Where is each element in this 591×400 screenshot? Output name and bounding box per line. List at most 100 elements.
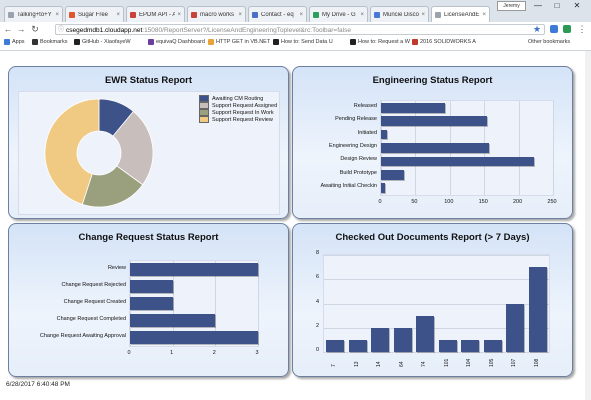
column-bar [393, 327, 412, 352]
bookmark-item[interactable]: HTTP GET in VB.NET [208, 39, 270, 45]
bookmark-icon [148, 39, 154, 45]
bookmark-label: How to: Request a W [358, 39, 410, 45]
close-icon[interactable]: ✕ [573, 1, 581, 10]
browser-tab[interactable]: EPDM API - A × [126, 6, 185, 22]
category-label: Initiated [357, 129, 377, 136]
bar [130, 297, 173, 310]
bookmark-icon [4, 39, 10, 45]
x-tick-label: 0 [127, 350, 131, 356]
category-label: Change Request Created [63, 298, 126, 305]
minimize-icon[interactable]: — [534, 1, 542, 10]
tab-close-icon[interactable]: × [238, 11, 242, 18]
x-tick-label: 1 [170, 350, 174, 356]
legend-label: Awaiting CM Routing [212, 95, 264, 102]
legend-label: Support Request Review [212, 116, 273, 123]
x-tick-label: 3 [255, 350, 259, 356]
column-bar [416, 315, 435, 352]
bookmark-icon [273, 39, 279, 45]
browser-tab[interactable]: Talking+to+Y × [4, 6, 63, 22]
legend-swatch [199, 109, 209, 116]
tab-close-icon[interactable]: × [482, 11, 486, 18]
browser-tab[interactable]: Sugar Free × [65, 6, 124, 22]
tab-label: EPDM API - A [139, 11, 176, 18]
page-scrollbar[interactable] [585, 51, 591, 400]
browser-tab[interactable]: Muncie Disco × [370, 6, 429, 22]
grid-line [215, 261, 217, 346]
y-tick-label: 6 [315, 274, 319, 281]
profile-button[interactable]: Jeremy [497, 1, 526, 11]
tab-favicon-icon [69, 11, 75, 18]
tab-label: LicenseAndE [444, 11, 480, 18]
extension-icon[interactable] [563, 25, 571, 33]
bar [381, 116, 487, 126]
browser-tab[interactable]: My Drive - G × [309, 6, 368, 22]
tab-close-icon[interactable]: × [116, 11, 120, 18]
x-tick-label: 0 [378, 199, 382, 205]
tab-close-icon[interactable]: × [421, 11, 425, 18]
bar [130, 314, 216, 327]
x-tick-label: 7 [331, 364, 338, 367]
tab-close-icon[interactable]: × [177, 11, 181, 18]
page-info-icon[interactable]: ⓘ [58, 27, 65, 33]
legend-entry: Support Request Review [199, 116, 277, 123]
bookmark-item[interactable]: equivaQ Dashboard [148, 39, 205, 45]
x-tick-label: 104 [466, 358, 473, 367]
x-tick-label: 50 [411, 199, 418, 205]
tab-close-icon[interactable]: × [360, 11, 364, 18]
bookmark-icon [208, 39, 214, 45]
url-field[interactable]: ⓘ csegedmdb1.cloudapp.net:15080/ReportSe… [55, 24, 545, 35]
forward-icon[interactable]: → [16, 24, 26, 34]
bookmark-star-icon[interactable]: ★ [533, 24, 542, 34]
tab-label: macro works [200, 11, 235, 18]
x-tick-label: 105 [488, 358, 495, 367]
menu-icon[interactable]: ⋮ [577, 24, 587, 34]
browser-tab[interactable]: LicenseAndE × [431, 6, 490, 22]
tab-close-icon[interactable]: × [299, 11, 303, 18]
bookmark-item[interactable]: Apps [4, 39, 25, 45]
grid-line [258, 261, 259, 346]
cr-panel: Change Request Status Report 0 1 2 3 Review C… [8, 223, 289, 377]
column-bar [483, 339, 502, 352]
category-label: Change Request Rejected [61, 281, 126, 288]
tab-favicon-icon [8, 11, 14, 18]
plot-area [323, 254, 550, 353]
grid-line [172, 261, 174, 346]
bookmark-item[interactable]: How to: Request a W [350, 39, 410, 45]
bookmark-icon [350, 39, 356, 45]
bookmark-item[interactable]: GitHub - XiaofayeW [74, 39, 131, 45]
co-panel: Checked Out Documents Report (> 7 Days) … [292, 223, 573, 377]
tab-favicon-icon [252, 11, 258, 18]
tab-favicon-icon [130, 11, 136, 18]
bookmark-icon [32, 39, 38, 45]
bookmark-item[interactable]: How to: Send Data U [273, 39, 333, 45]
x-tick-label: 2 [212, 350, 216, 356]
legend-entry: Support Request In Work [199, 109, 277, 116]
bar [130, 263, 258, 276]
other-bookmarks[interactable]: Other bookmarks [528, 39, 570, 45]
bar [381, 156, 535, 167]
x-tick-label: 200 [513, 199, 523, 205]
category-label: Change Request Completed [56, 315, 126, 322]
grid-line [324, 303, 549, 305]
maximize-icon[interactable]: □ [554, 1, 560, 10]
url-path: :15080/ReportServer?/LicenseAndEngineeri… [142, 27, 351, 34]
column-bar [506, 303, 525, 352]
back-icon[interactable]: ← [3, 24, 13, 34]
browser-tab[interactable]: Contact - eq × [248, 6, 307, 22]
legend-swatch [199, 116, 209, 123]
plot-area [380, 100, 554, 196]
column-bar [326, 339, 345, 352]
reload-icon[interactable]: ↻ [31, 24, 39, 34]
category-label: Pending Release [335, 116, 377, 123]
browser-tab[interactable]: macro works × [187, 6, 246, 22]
extension-icon[interactable] [550, 25, 558, 33]
category-label: Released [353, 102, 377, 109]
category-label: Change Request Awaiting Approval [39, 332, 126, 339]
bookmark-item[interactable]: 2016 SOLIDWORKS A [412, 39, 476, 45]
bookmark-item[interactable]: Bookmarks [32, 39, 68, 45]
tab-close-icon[interactable]: × [55, 11, 59, 18]
category-label: Build Prototype [339, 169, 377, 176]
column-bar [461, 339, 480, 352]
bookmark-label: Bookmarks [40, 39, 68, 45]
bar [381, 102, 445, 113]
